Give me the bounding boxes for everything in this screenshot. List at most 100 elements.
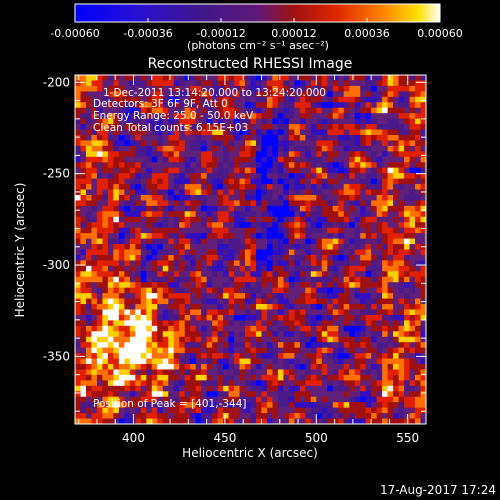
heatmap-cell [168,85,175,92]
heatmap-cell [129,75,136,81]
heatmap-cell [420,75,426,81]
heatmap-cell [146,178,153,185]
heatmap-cell [266,107,273,114]
heatmap-cell [195,145,202,152]
heatmap-cell [277,369,284,376]
heatmap-cell [206,347,213,354]
heatmap-cell [80,200,87,207]
heatmap-cell [135,325,142,332]
heatmap-cell [360,325,367,332]
heatmap-cell [80,134,87,141]
heatmap-cell [173,331,180,338]
heatmap-cell [173,260,180,267]
heatmap-cell [261,374,268,381]
heatmap-cell [382,336,389,343]
heatmap-cell [135,189,142,196]
heatmap-cell [190,380,197,387]
heatmap-cell [162,402,169,409]
heatmap-cell [310,134,317,141]
heatmap-cell [140,216,147,223]
heatmap-cell [310,320,317,327]
heatmap-cell [404,167,410,174]
heatmap-cell [135,184,142,190]
heatmap-cell [288,342,295,349]
heatmap-cell [338,118,345,125]
heatmap-cell [190,75,197,81]
heatmap-cell [277,96,284,103]
heatmap-cell [118,369,125,376]
heatmap-cell [266,271,273,278]
annotation-energy: Energy Range: 25.0 - 50.0 keV [93,110,254,122]
heatmap-cell [376,216,383,223]
heatmap-cell [420,309,426,316]
heatmap-cell [420,314,426,321]
heatmap-cell [409,173,416,180]
heatmap-cell [415,194,421,201]
heatmap-cell [162,124,169,130]
heatmap-cell [201,402,208,409]
heatmap-cell [360,271,367,278]
heatmap-cell [316,298,323,305]
heatmap-cell [184,304,191,310]
heatmap-cell [266,134,273,141]
heatmap-cell [420,200,426,207]
heatmap-cell [217,287,224,294]
heatmap-cell [338,331,345,338]
heatmap-cell [96,200,103,207]
heatmap-cell [135,162,142,169]
heatmap-cell [305,173,312,180]
heatmap-cell [75,396,81,403]
heatmap-cell [272,200,279,207]
heatmap-cell [157,304,164,310]
heatmap-cell [404,194,410,201]
heatmap-cell [316,216,323,223]
heatmap-cell [261,282,268,289]
heatmap-cell [151,222,158,229]
heatmap-cell [338,336,345,343]
heatmap-cell [321,102,328,109]
heatmap-cell [140,260,147,267]
heatmap-cell [266,380,273,387]
heatmap-cell [321,353,328,359]
heatmap-cell [371,380,378,387]
heatmap-cell [250,129,257,136]
heatmap-cell [157,353,164,359]
heatmap-cell [261,227,268,234]
heatmap-cell [398,167,405,174]
heatmap-cell [195,227,202,234]
heatmap-cell [255,304,262,310]
heatmap-cell [338,167,345,174]
heatmap-cell [288,347,295,354]
heatmap-cell [107,391,114,398]
heatmap-cell [157,85,164,92]
heatmap-cell [272,407,279,414]
heatmap-cell [91,205,98,212]
heatmap-cell [173,233,180,239]
heatmap-cell [409,227,416,234]
heatmap-cell [305,271,312,278]
heatmap-cell [261,189,268,196]
heatmap-cell [349,369,356,376]
heatmap-cell [360,276,367,283]
heatmap-cell [234,222,240,229]
heatmap-cell [206,276,213,283]
heatmap-cell [266,249,273,256]
heatmap-cell [113,75,120,81]
heatmap-cell [360,85,367,92]
heatmap-cell [184,271,191,278]
heatmap-cell [272,391,279,398]
heatmap-cell [327,380,334,387]
heatmap-cell [157,178,164,185]
heatmap-cell [206,364,213,370]
heatmap-cell [102,342,109,349]
heatmap-cell [272,304,279,310]
heatmap-cell [393,418,399,424]
heatmap-cell [80,418,87,424]
heatmap-cell [371,156,378,163]
heatmap-cell [146,151,153,158]
heatmap-cell [415,124,421,130]
heatmap-cell [316,124,323,130]
heatmap-cell [124,276,131,283]
heatmap-cell [179,314,186,321]
heatmap-cell [80,347,87,354]
